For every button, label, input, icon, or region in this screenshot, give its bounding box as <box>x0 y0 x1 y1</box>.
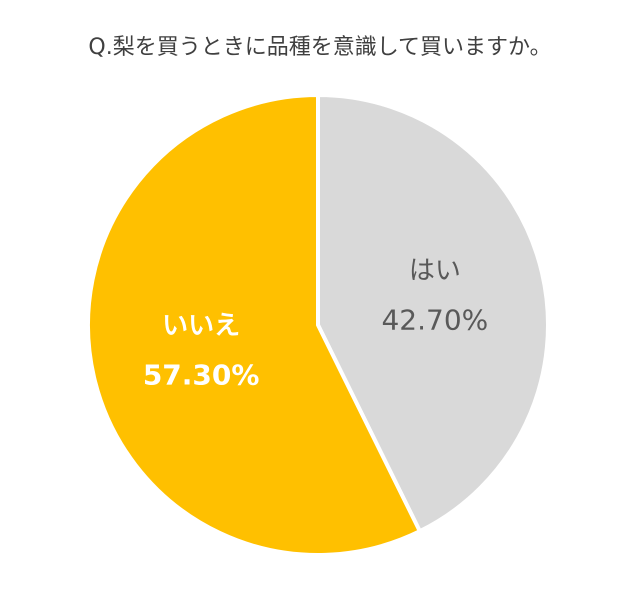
slice-value-label: 42.70% <box>381 304 488 337</box>
slice-label: はい <box>409 256 461 286</box>
chart-title: Q.梨を買うときに品種を意識して買いますか。 <box>88 35 551 60</box>
slice-value-label: 57.30% <box>143 358 260 391</box>
pie-slice <box>316 93 550 534</box>
slice-label: いいえ <box>162 311 240 341</box>
pie-slice <box>86 93 422 557</box>
